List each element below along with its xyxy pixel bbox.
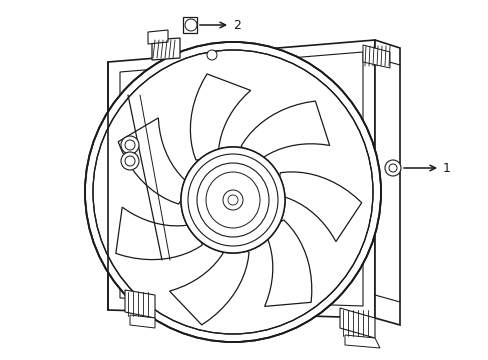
- Ellipse shape: [227, 195, 238, 205]
- Ellipse shape: [181, 147, 285, 253]
- Polygon shape: [169, 244, 248, 325]
- Polygon shape: [276, 172, 361, 242]
- Polygon shape: [374, 40, 399, 325]
- Ellipse shape: [388, 164, 396, 172]
- Ellipse shape: [184, 19, 197, 31]
- Text: 1: 1: [442, 162, 450, 175]
- Ellipse shape: [121, 152, 139, 170]
- Polygon shape: [108, 40, 374, 318]
- Polygon shape: [264, 220, 311, 306]
- Ellipse shape: [187, 154, 278, 246]
- Ellipse shape: [197, 163, 268, 237]
- Ellipse shape: [205, 172, 260, 228]
- Ellipse shape: [93, 50, 372, 334]
- Ellipse shape: [121, 136, 139, 154]
- Ellipse shape: [85, 42, 380, 342]
- Text: 2: 2: [232, 18, 241, 32]
- Polygon shape: [152, 38, 180, 60]
- Polygon shape: [125, 290, 155, 318]
- Polygon shape: [241, 101, 329, 162]
- Ellipse shape: [197, 163, 268, 237]
- Polygon shape: [120, 52, 362, 306]
- Ellipse shape: [187, 154, 278, 246]
- Ellipse shape: [125, 156, 135, 166]
- Polygon shape: [118, 118, 191, 204]
- Polygon shape: [190, 74, 250, 160]
- Ellipse shape: [227, 195, 238, 205]
- Ellipse shape: [223, 190, 243, 210]
- Polygon shape: [148, 30, 168, 44]
- Polygon shape: [362, 45, 389, 68]
- Ellipse shape: [205, 172, 260, 228]
- Polygon shape: [345, 335, 379, 348]
- Ellipse shape: [384, 160, 400, 176]
- Polygon shape: [339, 308, 374, 338]
- Polygon shape: [116, 207, 202, 260]
- Ellipse shape: [181, 147, 285, 253]
- Polygon shape: [183, 17, 197, 33]
- Ellipse shape: [223, 190, 243, 210]
- Ellipse shape: [206, 50, 217, 60]
- Polygon shape: [130, 315, 155, 328]
- Ellipse shape: [125, 140, 135, 150]
